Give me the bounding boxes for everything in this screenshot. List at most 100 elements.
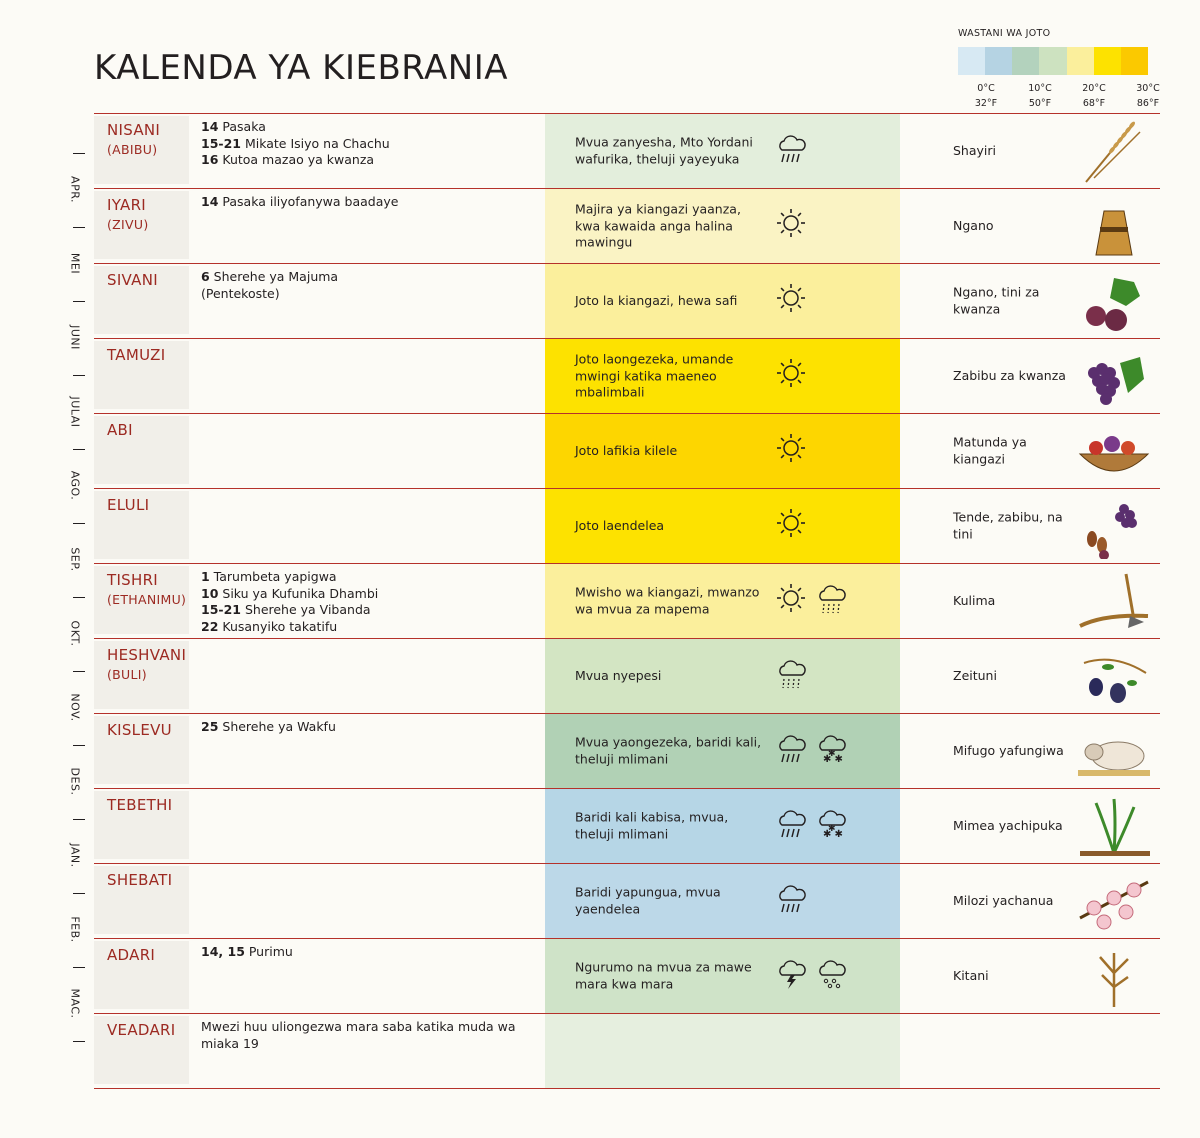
month-name: SIVANI [107, 271, 158, 289]
weather-text: Joto laongezeka, umande mwingi katika ma… [575, 351, 734, 400]
month-name: ELULI [107, 496, 150, 514]
month-name-cell: ABI [94, 416, 189, 484]
event-item: (Pentekoste) [201, 286, 531, 303]
page-title: KALENDA YA KIEBRANIA [94, 48, 509, 88]
month-name-cell: TISHRI (ETHANIMU) [94, 566, 189, 634]
events-cell: 14 Pasaka iliyofanywa baadaye [201, 194, 531, 211]
legend-swatch [1120, 47, 1148, 75]
gregorian-month-label: JUNI [68, 325, 82, 350]
month-alt-name: (ZIVU) [107, 217, 149, 232]
grapes-icon [1074, 343, 1154, 409]
weather-text: Majira ya kiangazi yaanza, kwa kawaida a… [575, 201, 741, 250]
svg-text:✱ ✱: ✱ ✱ [823, 829, 843, 840]
legend-swatch [1012, 47, 1040, 75]
month-name: TAMUZI [107, 346, 166, 364]
month-name-cell: ELULI [94, 491, 189, 559]
weather-cell: Baridi kali kabisa, mvua, theluji mliman… [545, 789, 900, 863]
sun-icon [775, 207, 809, 245]
gregorian-month-label: JULAI [68, 396, 82, 428]
event-text: Siku ya Kufunika Dhambi [218, 585, 379, 601]
crop-text: Shayiri [953, 142, 996, 158]
crop-text: Kitani [953, 967, 989, 983]
month-name-cell: SHEBATI [94, 866, 189, 934]
event-item: 6 Sherehe ya Majuma [201, 269, 531, 286]
axis-tick [73, 153, 85, 154]
crop-text: Mimea yachipuka [953, 817, 1063, 833]
legend-label: 30°C 86°F [1136, 83, 1160, 109]
weather-text: Mwisho wa kiangazi, mwanzo wa mvua za ma… [575, 584, 760, 617]
month-name: HESHVANI [107, 646, 187, 664]
month-name-cell: NISANI (ABIBU) [94, 116, 189, 184]
event-day: 14, 15 [201, 944, 245, 959]
event-item: 14, 15 Purimu [201, 944, 531, 961]
legend-color-bar [958, 47, 1148, 75]
events-cell: Mwezi huu uliongezwa mara saba katika mu… [201, 1019, 531, 1052]
weather-text: Joto laendelea [575, 517, 665, 533]
gregorian-month-label: SEP. [68, 547, 82, 572]
axis-tick [73, 671, 85, 672]
legend-labels: 0°C 32°F 10°C 50°F 20°C 68°F 30°C 86°F [958, 81, 1160, 113]
weather-icons [775, 957, 849, 995]
sun-icon [775, 582, 809, 620]
month-row: Baridi kali kabisa, mvua, theluji mliman… [94, 788, 1160, 863]
fruit-basket-icon [1074, 418, 1154, 484]
axis-tick [73, 449, 85, 450]
sun-icon [775, 432, 809, 470]
gregorian-month-label: APR. [68, 176, 82, 203]
event-text: Sherehe ya Majuma [209, 269, 339, 284]
snow-cloud-icon: ✱ ✱ ✱ [815, 807, 849, 845]
weather-text: Baridi kali kabisa, mvua, theluji mliman… [575, 809, 729, 842]
flax-icon [1074, 943, 1154, 1009]
crop-text: Ngano, tini za kwanza [953, 284, 1040, 317]
events-cell: 14, 15 Purimu [201, 944, 531, 961]
crop-text: Zabibu za kwanza [953, 367, 1066, 383]
weather-icons [775, 507, 809, 545]
month-name-cell: ADARI [94, 941, 189, 1009]
events-cell: 6 Sherehe ya Majuma (Pentekoste) [201, 269, 531, 302]
rain-cloud-icon [775, 807, 809, 845]
gregorian-month-axis: APR. MEI JUNI JULAI AGO. SEP. OKT. NOV. DES. JAN.… [60, 113, 90, 1079]
event-text: Sherehe ya Vibanda [240, 602, 371, 617]
event-text: Mikate Isiyo na Chachu [240, 135, 390, 151]
weather-text: Mvua nyepesi [575, 667, 662, 683]
svg-text:✱ ✱: ✱ ✱ [823, 754, 843, 765]
weather-icons [775, 582, 849, 620]
event-text: Purimu [244, 944, 293, 959]
crop-text: Matunda ya kiangazi [953, 434, 1027, 467]
event-day: 15-21 [201, 135, 241, 151]
dates-grapes-icon [1074, 493, 1154, 560]
weather-cell: Baridi yapungua, mvua yaendelea [545, 864, 900, 938]
hail-cloud-icon [815, 957, 849, 995]
weather-cell: Ngurumo na mvua za mawe mara kwa mara [545, 939, 900, 1013]
month-name: KISLEVU [107, 721, 172, 739]
event-text: Sherehe ya Wakfu [218, 719, 336, 734]
weather-icons [775, 357, 809, 395]
month-name-cell: VEADARI [94, 1016, 189, 1084]
event-item: 15-21 Mikate Isiyo na Chachu [201, 136, 531, 153]
events-cell: 1 Tarumbeta yapigwa 10 Siku ya Kufunika D… [201, 569, 531, 635]
weather-text: Mvua yaongezeka, baridi kali, theluji ml… [575, 734, 762, 767]
weather-icons: ✱ ✱ ✱ [775, 807, 849, 845]
sheep-icon [1074, 718, 1154, 784]
calendar-table: Mvua zanyesha, Mto Yordani wafurika, the… [94, 113, 1160, 1089]
events-cell: 25 Sherehe ya Wakfu [201, 719, 531, 736]
weather-icons [775, 882, 809, 920]
legend-swatch [1066, 47, 1094, 75]
month-name: IYARI [107, 196, 147, 214]
event-day: 10 [201, 585, 219, 601]
event-day: 25 [201, 719, 219, 734]
month-row: Mvua yaongezeka, baridi kali, theluji ml… [94, 713, 1160, 788]
sun-icon [775, 507, 809, 545]
axis-tick [73, 523, 85, 524]
rain-cloud-icon [775, 132, 809, 170]
month-name-cell: IYARI (ZIVU) [94, 191, 189, 259]
rain-cloud-icon [775, 732, 809, 770]
legend-swatch [1093, 47, 1121, 75]
weather-text: Joto lafikia kilele [575, 442, 678, 458]
axis-tick [73, 745, 85, 746]
axis-tick [73, 967, 85, 968]
month-row: Baridi yapungua, mvua yaendelea SHEBATI … [94, 863, 1160, 938]
weather-icons [775, 432, 809, 470]
gregorian-month-label: JAN. [68, 843, 82, 868]
event-item: 16 Kutoa mazao ya kwanza [201, 152, 531, 169]
